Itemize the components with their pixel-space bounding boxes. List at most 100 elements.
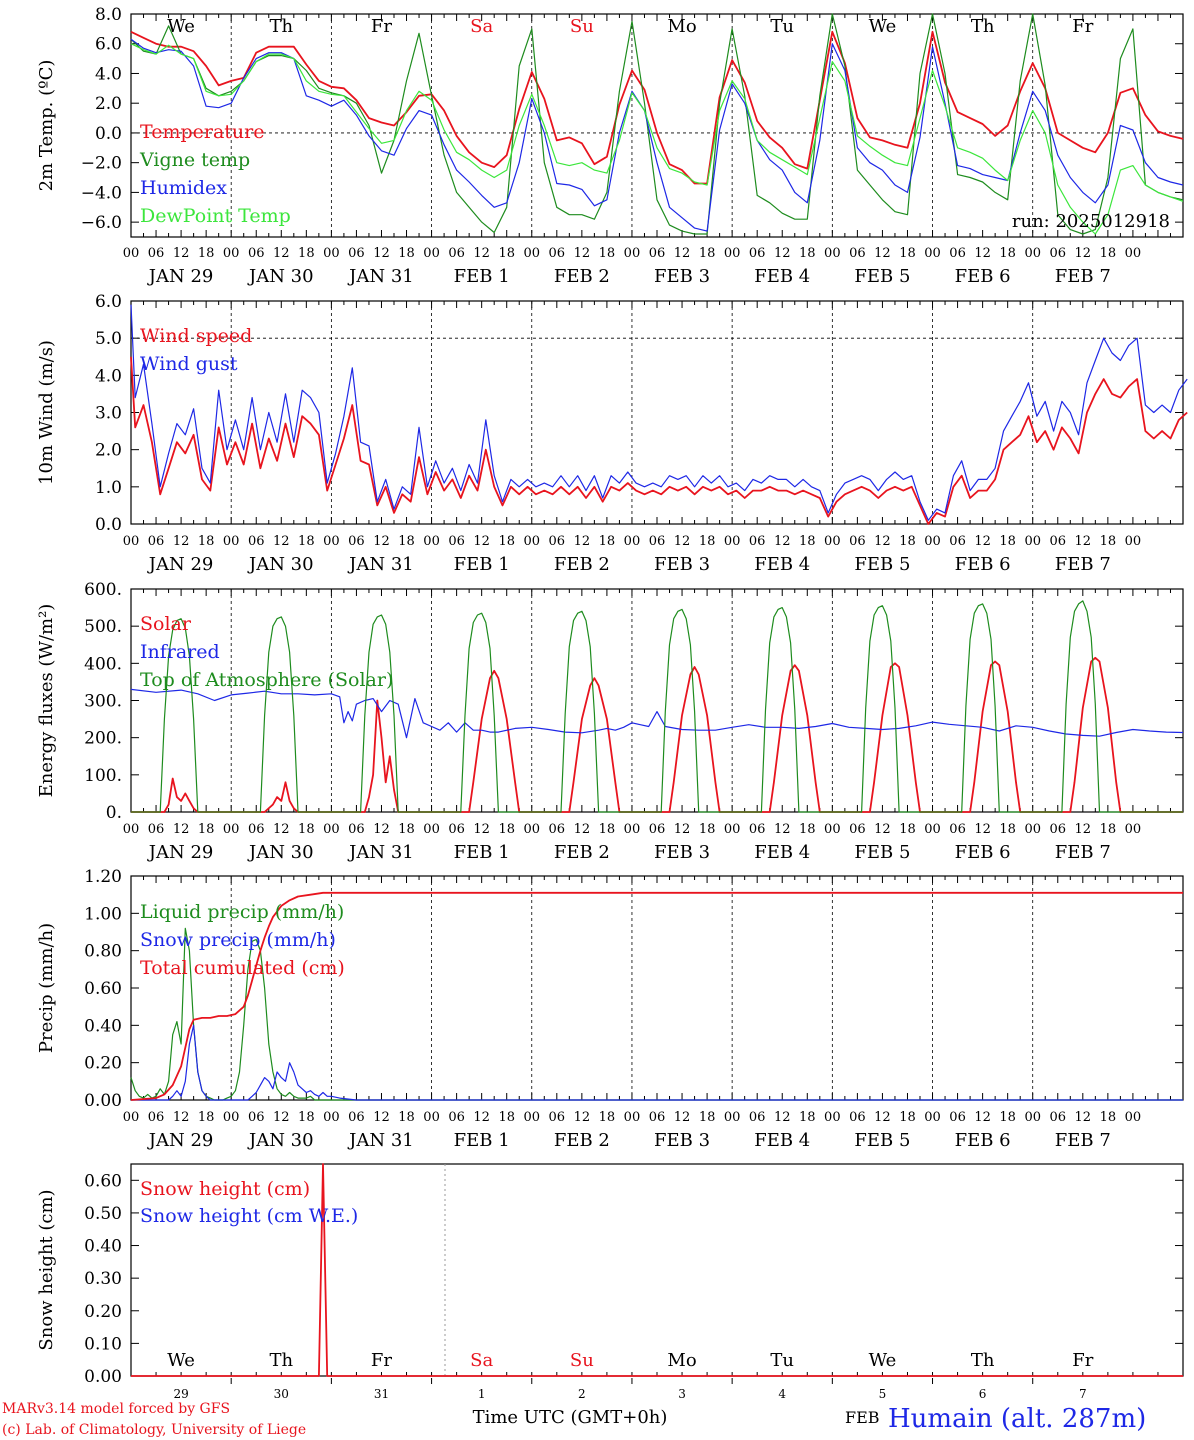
date-label: FEB 5: [854, 554, 910, 575]
hour-tick-label: 12: [574, 822, 591, 837]
hour-tick-label: 06: [348, 822, 365, 837]
hour-tick-label: 12: [774, 822, 791, 837]
day-number-label: 4: [778, 1387, 786, 1401]
hour-tick-label: 06: [1049, 1110, 1066, 1125]
hour-tick-label: 00: [523, 1110, 540, 1125]
hour-tick-label: 18: [298, 534, 315, 549]
hour-tick-label: 06: [949, 1110, 966, 1125]
weekday-label: Fr: [1072, 1350, 1093, 1371]
hour-tick-label: 06: [949, 822, 966, 837]
hour-tick-label: 18: [198, 534, 215, 549]
hour-tick-label: 12: [674, 1110, 691, 1125]
hour-tick-label: 06: [348, 246, 365, 261]
hour-tick-label: 18: [198, 246, 215, 261]
date-label: FEB 6: [955, 266, 1011, 287]
hour-tick-label: 12: [974, 822, 991, 837]
hour-tick-label: 18: [599, 822, 616, 837]
hour-tick-label: 12: [273, 1110, 290, 1125]
hour-tick-label: 18: [398, 822, 415, 837]
y-axis-label: 10m Wind (m/s): [36, 340, 57, 485]
hour-tick-label: 18: [699, 822, 716, 837]
hour-tick-label: 00: [223, 246, 240, 261]
weekday-label: Tu: [770, 16, 794, 37]
y-tick-label: 6.0: [95, 35, 122, 55]
legend-entry: Top of Atmosphere (Solar): [140, 669, 393, 691]
hour-tick-label: 00: [824, 822, 841, 837]
y-axis-label: Snow height (cm): [36, 1189, 57, 1350]
hour-tick-label: 00: [924, 822, 941, 837]
y-axis-label: Precip (mm/h): [36, 923, 57, 1053]
station-title: Humain (alt. 287m): [888, 1404, 1146, 1434]
hour-tick-label: 12: [273, 246, 290, 261]
hour-tick-label: 18: [1100, 246, 1117, 261]
legend-entry: Humidex: [140, 177, 227, 199]
date-label: FEB 1: [454, 266, 510, 287]
legend-entry: Snow height (cm W.E.): [140, 1205, 358, 1227]
series-line-blue: [130, 688, 1184, 739]
hour-tick-label: 06: [248, 822, 265, 837]
weekday-label: Fr: [1072, 16, 1093, 37]
hour-tick-label: 00: [223, 534, 240, 549]
y-tick-label: 0.10: [84, 1334, 122, 1354]
hour-tick-label: 00: [824, 1110, 841, 1125]
y-tick-label: 300.: [84, 692, 122, 712]
hour-tick-label: 00: [624, 534, 641, 549]
hour-tick-label: 12: [774, 1110, 791, 1125]
hour-tick-label: 00: [423, 1110, 440, 1125]
hour-tick-label: 06: [148, 1110, 165, 1125]
hour-tick-label: 12: [273, 534, 290, 549]
weekday-label: Sa: [470, 1350, 493, 1371]
hour-tick-label: 12: [173, 1110, 190, 1125]
hour-tick-label: 06: [849, 822, 866, 837]
date-label: FEB 7: [1055, 266, 1111, 287]
y-tick-label: 1.0: [95, 478, 122, 498]
hour-tick-label: 00: [924, 1110, 941, 1125]
weekday-label: Th: [971, 16, 995, 37]
hour-tick-label: 12: [473, 534, 490, 549]
hour-tick-label: 12: [574, 534, 591, 549]
hour-tick-label: 06: [849, 534, 866, 549]
hour-tick-label: 18: [999, 534, 1016, 549]
date-label: FEB 7: [1055, 1130, 1111, 1151]
weekday-label: Mo: [667, 16, 696, 37]
weekday-label: Su: [570, 16, 594, 37]
hour-tick-label: 18: [298, 822, 315, 837]
weekday-label: We: [167, 16, 195, 37]
series-line-green: [130, 13, 1184, 235]
hour-tick-label: 12: [574, 1110, 591, 1125]
date-label: FEB 2: [554, 554, 610, 575]
hour-tick-label: 18: [498, 246, 515, 261]
hour-tick-label: 18: [498, 1110, 515, 1125]
hour-tick-label: 00: [1125, 1110, 1142, 1125]
date-label: FEB 6: [955, 842, 1011, 863]
hour-tick-label: 18: [699, 534, 716, 549]
hour-tick-label: 18: [799, 822, 816, 837]
y-tick-label: 0.30: [84, 1269, 122, 1289]
hour-tick-label: 12: [1075, 246, 1092, 261]
y-tick-label: 3.0: [95, 404, 122, 424]
plot-frame: [130, 588, 1184, 813]
legend-entry: Liquid precip (mm/h): [140, 901, 344, 923]
hour-tick-label: 00: [1024, 822, 1041, 837]
date-label: FEB 2: [554, 266, 610, 287]
hour-tick-label: 18: [699, 246, 716, 261]
hour-tick-label: 00: [724, 1110, 741, 1125]
hour-tick-label: 18: [599, 1110, 616, 1125]
date-label: FEB 3: [654, 1130, 710, 1151]
date-label: FEB 2: [554, 1130, 610, 1151]
y-tick-label: 0.60: [84, 979, 122, 999]
hour-tick-label: 00: [824, 246, 841, 261]
hour-tick-label: 18: [899, 534, 916, 549]
hour-tick-label: 00: [323, 822, 340, 837]
hour-tick-label: 06: [148, 246, 165, 261]
credit-line-1: MARv3.14 model forced by GFS: [2, 1401, 230, 1417]
hour-tick-label: 00: [1125, 822, 1142, 837]
y-axis-label: Energy fluxes (W/m²): [36, 604, 57, 798]
hour-tick-label: 00: [523, 246, 540, 261]
hour-tick-label: 06: [849, 1110, 866, 1125]
legend-entry: Vigne temp: [139, 149, 250, 171]
hour-tick-label: 18: [498, 822, 515, 837]
hour-tick-label: 12: [574, 246, 591, 261]
hour-tick-label: 18: [699, 1110, 716, 1125]
hour-tick-label: 12: [674, 246, 691, 261]
